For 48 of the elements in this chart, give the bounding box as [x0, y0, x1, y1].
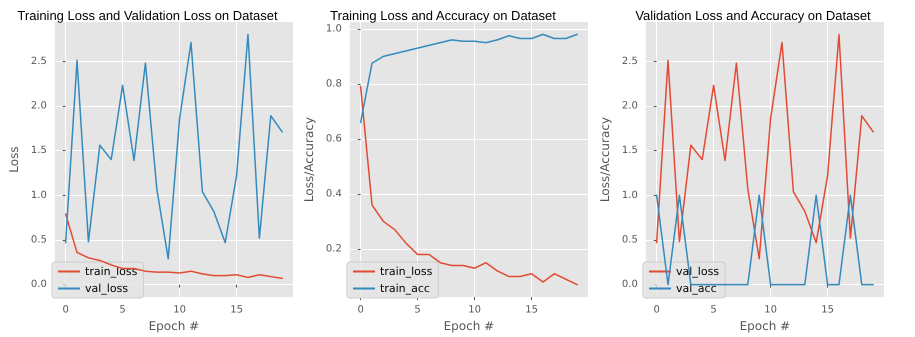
y-tick-label: 0.6	[326, 133, 342, 144]
x-axis-title: Epoch #	[740, 319, 790, 333]
y-axis-title: Loss/Accuracy	[302, 116, 316, 202]
legend-label: train_acc	[380, 282, 430, 295]
y-tick-label: 1.5	[30, 145, 47, 156]
y-axis-title: Loss/Accuracy	[598, 116, 612, 202]
x-tick-label: 5	[710, 304, 717, 316]
line-series	[360, 86, 578, 286]
line-series	[64, 34, 283, 260]
x-tick-label: 0	[653, 304, 660, 316]
x-tick-label: 5	[119, 304, 126, 316]
x-tick-label: 10	[764, 304, 777, 316]
y-axis-title: Loss	[7, 146, 21, 173]
x-tick-label: 0	[62, 304, 69, 316]
line-series	[656, 34, 874, 260]
y-tick-label: 1.5	[622, 145, 638, 156]
chart-title: Training Loss and Validation Loss on Dataset	[17, 8, 278, 23]
y-tick-label: 0.2	[326, 243, 342, 254]
y-tick-label: 0.4	[326, 188, 342, 200]
x-tick-label: 15	[230, 304, 243, 316]
y-tick-label: 2.0	[30, 100, 47, 112]
y-tick-label: 1.0	[326, 23, 342, 34]
x-axis-title: Epoch #	[148, 319, 200, 333]
line-series	[360, 34, 578, 124]
y-tick-label: 1.0	[622, 190, 638, 201]
y-tick-label: 0.5	[622, 234, 638, 246]
y-tick-label: 0.0	[622, 279, 638, 290]
legend-label: val_loss	[85, 282, 128, 295]
line-series	[64, 213, 283, 280]
x-tick-label: 0	[357, 304, 364, 316]
y-tick-label: 0.8	[326, 78, 342, 90]
y-tick-label: 1.0	[30, 190, 47, 201]
legend-label: train_loss	[85, 265, 138, 278]
y-tick-label: 2.5	[30, 56, 47, 67]
x-axis-title: Epoch #	[444, 319, 494, 333]
y-tick-label: 0.0	[30, 279, 47, 290]
x-tick-label: 10	[173, 304, 186, 316]
legend-label: train_loss	[380, 265, 433, 278]
x-tick-label: 10	[468, 304, 481, 316]
y-tick-label: 2.5	[622, 56, 638, 67]
x-tick-label: 15	[525, 304, 538, 316]
y-tick-label: 0.5	[30, 234, 47, 246]
x-tick-label: 15	[821, 304, 834, 316]
chart-title: Training Loss and Accuracy on Dataset	[330, 8, 556, 23]
legend-label: val_acc	[676, 282, 717, 295]
y-tick-label: 2.0	[622, 100, 638, 112]
x-tick-label: 5	[414, 304, 421, 316]
chart-title: Validation Loss and Accuracy on Dataset	[635, 8, 872, 23]
